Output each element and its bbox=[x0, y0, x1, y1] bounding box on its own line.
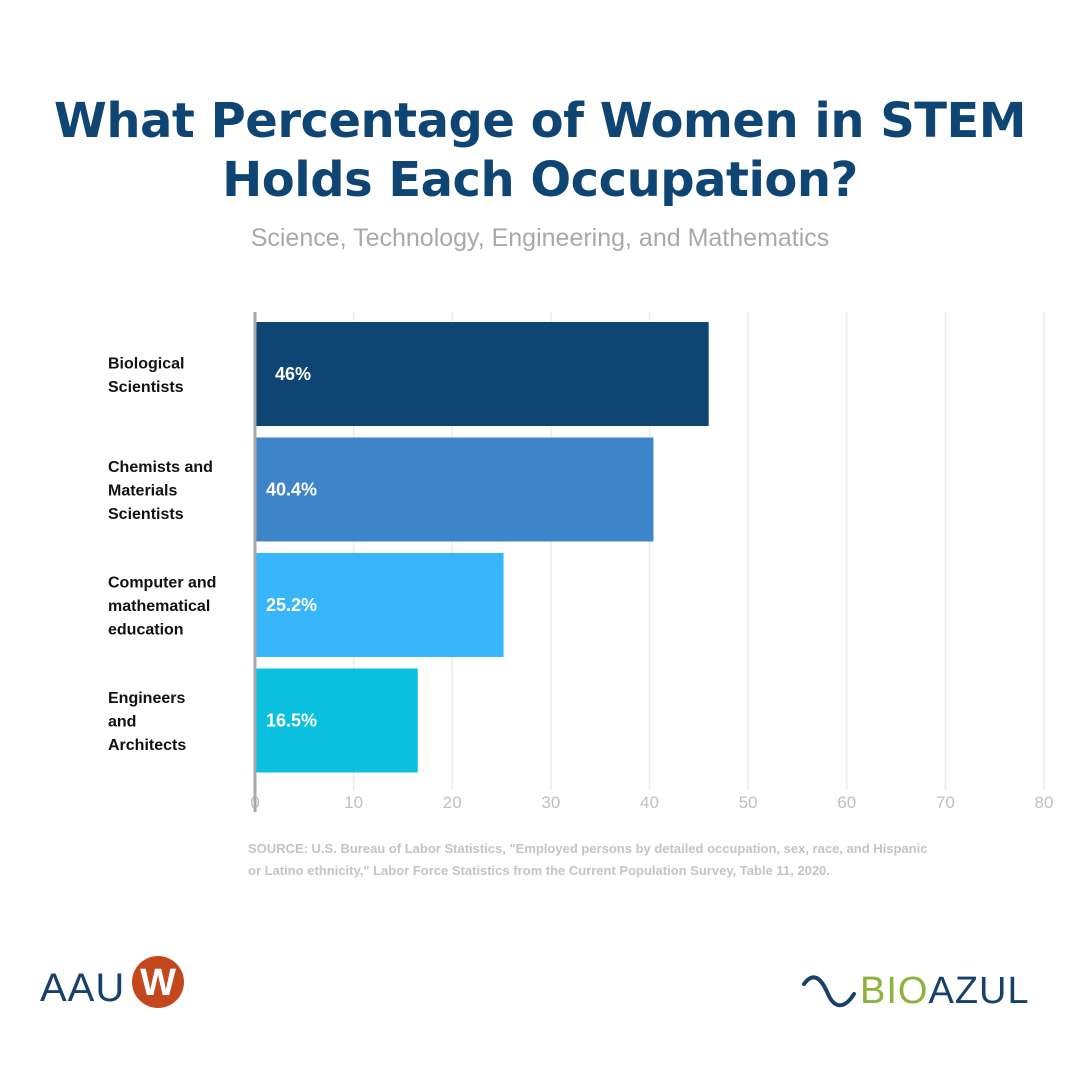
bar bbox=[255, 553, 504, 657]
category-label-line: Materials bbox=[108, 483, 177, 500]
x-tick-label: 20 bbox=[443, 793, 462, 812]
x-tick-label: 70 bbox=[936, 793, 955, 812]
chart-title-line-2: Holds Each Occupation? bbox=[222, 152, 858, 208]
bioazul-wave-icon bbox=[802, 975, 856, 1008]
chart-title: What Percentage of Women in STEM Holds E… bbox=[0, 92, 1080, 210]
x-tick-label: 80 bbox=[1035, 793, 1054, 812]
bar bbox=[255, 437, 654, 542]
category-label-line: Biological bbox=[108, 355, 184, 372]
x-tick-label: 10 bbox=[344, 793, 363, 812]
category-label: Engineers and Architects bbox=[108, 690, 186, 754]
category-label-line: education bbox=[108, 622, 184, 639]
source-note: SOURCE: U.S. Bureau of Labor Statistics,… bbox=[248, 841, 928, 878]
bar-data-label: 16.5% bbox=[266, 711, 317, 731]
aauw-logo-mark: W bbox=[140, 962, 176, 1004]
x-tick-label: 40 bbox=[640, 793, 659, 812]
category-label-line: mathematical bbox=[108, 598, 210, 615]
category-label-line: Scientists bbox=[108, 379, 184, 396]
aauw-logo-text: AAU bbox=[40, 966, 126, 1010]
bar bbox=[255, 322, 709, 426]
x-tick-label: 60 bbox=[837, 793, 856, 812]
chart-title-line-1: What Percentage of Women in STEM bbox=[53, 93, 1027, 149]
bar-data-label: 46% bbox=[275, 364, 311, 384]
category-label-line: Architects bbox=[108, 737, 186, 754]
category-label-line: Computer and bbox=[108, 575, 216, 592]
bioazul-logo-azul: AZUL bbox=[928, 970, 1030, 1012]
chart-subtitle: Science, Technology, Engineering, and Ma… bbox=[250, 224, 830, 252]
x-tick-label: 30 bbox=[541, 793, 560, 812]
x-tick-label: 50 bbox=[739, 793, 758, 812]
category-label: Computer and mathematical education bbox=[108, 575, 216, 639]
category-label-line: and bbox=[108, 714, 136, 731]
bar-data-label: 25.2% bbox=[266, 595, 317, 615]
aauw-logo-circle bbox=[132, 956, 184, 1008]
bar-data-label: 40.4% bbox=[266, 480, 317, 500]
category-label-line: Chemists and bbox=[108, 459, 213, 476]
bioazul-logo-text: BIOAZUL bbox=[860, 970, 1030, 1013]
category-label-line: Engineers bbox=[108, 690, 185, 707]
bioazul-logo: BIOAZUL bbox=[800, 966, 1040, 1016]
category-label: Chemists and Materials Scientists bbox=[108, 459, 213, 523]
bioazul-logo-bio: BIO bbox=[860, 970, 929, 1012]
category-label: Biological Scientists bbox=[108, 355, 184, 396]
category-label-line: Scientists bbox=[108, 506, 184, 523]
bar bbox=[255, 668, 418, 773]
